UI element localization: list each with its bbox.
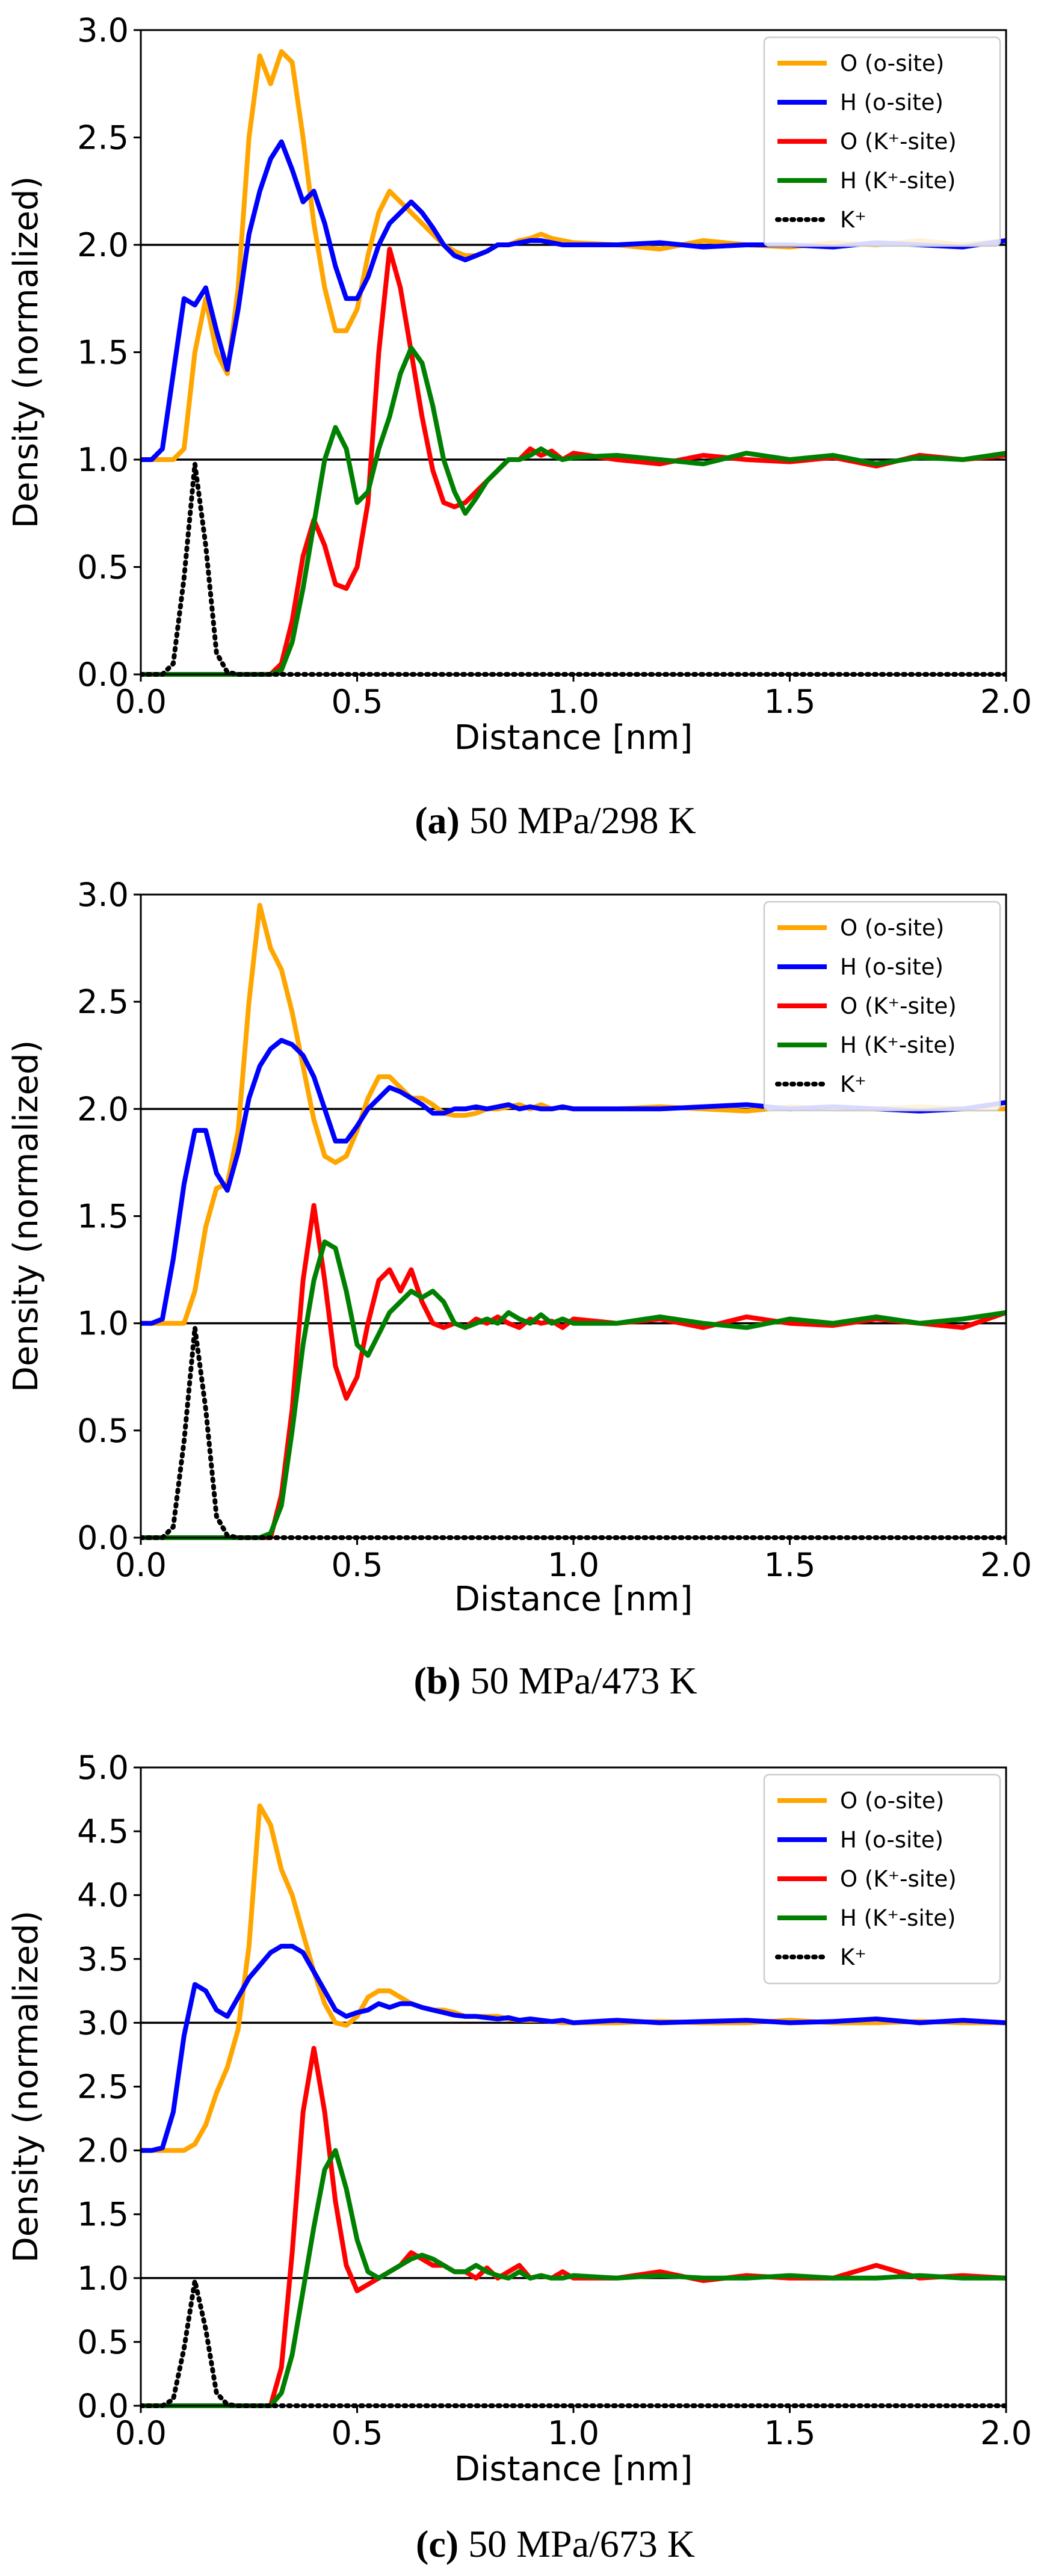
legend-label: O (K⁺-site) — [840, 1866, 957, 1892]
y-tick-label: 2.0 — [77, 1090, 129, 1128]
legend-label: O (K⁺-site) — [840, 993, 957, 1019]
legend-box — [763, 1773, 1001, 1985]
y-tick-label: 0.0 — [77, 2387, 129, 2425]
y-tick-label: 3.5 — [77, 1940, 129, 1978]
x-tick-label: 0.5 — [332, 683, 383, 721]
legend-label: H (o-site) — [840, 954, 944, 980]
x-tick-label: 1.5 — [764, 1546, 816, 1584]
y-tick-label: 2.0 — [77, 2132, 129, 2170]
y-tick-label: 0.0 — [77, 656, 129, 694]
y-tick-label: 2.0 — [77, 226, 129, 264]
y-tick-label: 0.5 — [77, 1412, 129, 1450]
legend-label: K⁺ — [840, 1944, 866, 1970]
x-tick-label: 2.0 — [980, 1546, 1032, 1584]
chart-panel: 0.0 0.5 1.0 1.5 2.0 0.0 0.5 1.0 1.5 2.0 2.5 3.0 Dist… — [7, 876, 1032, 1702]
y-tick-label: 3.0 — [77, 876, 129, 914]
series-line — [141, 139, 1006, 462]
y-tick-label: 1.5 — [77, 1198, 129, 1236]
legend-label: H (o-site) — [840, 90, 944, 116]
y-tick-label: 2.5 — [77, 983, 129, 1021]
caption-space — [459, 2522, 468, 2565]
caption: (a) 50 MPa/298 K — [415, 799, 696, 842]
x-tick-label: 0.0 — [115, 1546, 167, 1584]
caption-space — [461, 1659, 471, 1702]
x-axis-label: Distance [nm] — [454, 718, 693, 757]
y-tick-label: 0.5 — [77, 549, 129, 587]
series-line — [141, 2278, 1006, 2408]
legend-label: H (K⁺-site) — [840, 1032, 956, 1058]
legend-label: K⁺ — [840, 207, 866, 233]
legend-label: K⁺ — [840, 1071, 866, 1097]
series-line — [141, 1325, 1006, 1540]
series-line — [141, 1239, 1006, 1540]
caption-text: 50 MPa/473 K — [471, 1659, 697, 1702]
x-tick-label: 0.0 — [115, 2414, 167, 2452]
y-axis-label: Density (normalized) — [7, 1040, 46, 1393]
y-axis-label: Density (normalized) — [7, 176, 46, 529]
legend-label: O (K⁺-site) — [840, 129, 957, 155]
series-line — [141, 461, 1006, 677]
y-tick-label: 3.0 — [77, 11, 129, 49]
y-tick-label: 2.5 — [77, 2068, 129, 2106]
y-tick-label: 1.0 — [77, 2260, 129, 2297]
y-tick-label: 1.5 — [77, 2196, 129, 2234]
legend-box — [763, 36, 1001, 247]
legend-box — [763, 901, 1001, 1112]
chart-panel: 0.0 0.5 1.0 1.5 2.0 0.0 0.5 1.0 1.5 2.0 2.5 3.0 3.5 4… — [7, 1749, 1032, 2565]
x-tick-label: 1.5 — [764, 683, 816, 721]
x-tick-label: 1.0 — [548, 2414, 599, 2452]
caption-text: 50 MPa/673 K — [468, 2522, 695, 2565]
legend-label: O (o-site) — [840, 915, 944, 941]
x-tick-label: 1.5 — [764, 2414, 816, 2452]
caption-text: 50 MPa/298 K — [469, 799, 696, 842]
y-tick-label: 1.0 — [77, 1305, 129, 1343]
y-tick-label: 5.0 — [77, 1749, 129, 1787]
x-tick-label: 2.0 — [980, 683, 1032, 721]
y-tick-label: 4.0 — [77, 1876, 129, 1914]
series-line — [141, 2045, 1006, 2408]
y-tick-label: 2.5 — [77, 119, 129, 157]
legend-label: H (K⁺-site) — [840, 168, 956, 194]
x-tick-label: 1.0 — [548, 1546, 599, 1584]
y-tick-label: 3.0 — [77, 2004, 129, 2042]
legend-label: H (K⁺-site) — [840, 1905, 956, 1931]
legend-label: H (o-site) — [840, 1827, 944, 1853]
series-line — [141, 345, 1006, 677]
series-line — [141, 1203, 1006, 1540]
legend-label: O (o-site) — [840, 1788, 944, 1814]
caption: (c) 50 MPa/673 K — [416, 2522, 695, 2565]
caption-label: (c) — [416, 2522, 459, 2565]
y-tick-label: 1.5 — [77, 334, 129, 372]
y-tick-label: 0.5 — [77, 2323, 129, 2361]
caption: (b) 50 MPa/473 K — [413, 1659, 697, 1702]
y-axis-label: Density (normalized) — [7, 1911, 46, 2263]
legend-label: O (o-site) — [840, 51, 944, 76]
chart-panel: 0.0 0.5 1.0 1.5 2.0 0.0 0.5 1.0 1.5 2.0 2.5 3.0 Dist… — [7, 11, 1032, 842]
x-axis-label: Distance [nm] — [454, 2450, 693, 2489]
caption-label: (b) — [413, 1659, 460, 1702]
x-axis-label: Distance [nm] — [454, 1580, 693, 1619]
y-tick-label: 4.5 — [77, 1813, 129, 1850]
x-tick-label: 0.0 — [115, 683, 167, 721]
x-tick-label: 0.5 — [332, 1546, 383, 1584]
caption-space — [460, 799, 469, 842]
x-tick-label: 1.0 — [548, 683, 599, 721]
y-tick-label: 1.0 — [77, 441, 129, 479]
series-line — [141, 1038, 1006, 1326]
y-tick-label: 0.0 — [77, 1519, 129, 1557]
caption-label: (a) — [415, 799, 460, 842]
x-tick-label: 0.5 — [332, 2414, 383, 2452]
series-line — [141, 1944, 1006, 2153]
x-tick-label: 2.0 — [980, 2414, 1032, 2452]
